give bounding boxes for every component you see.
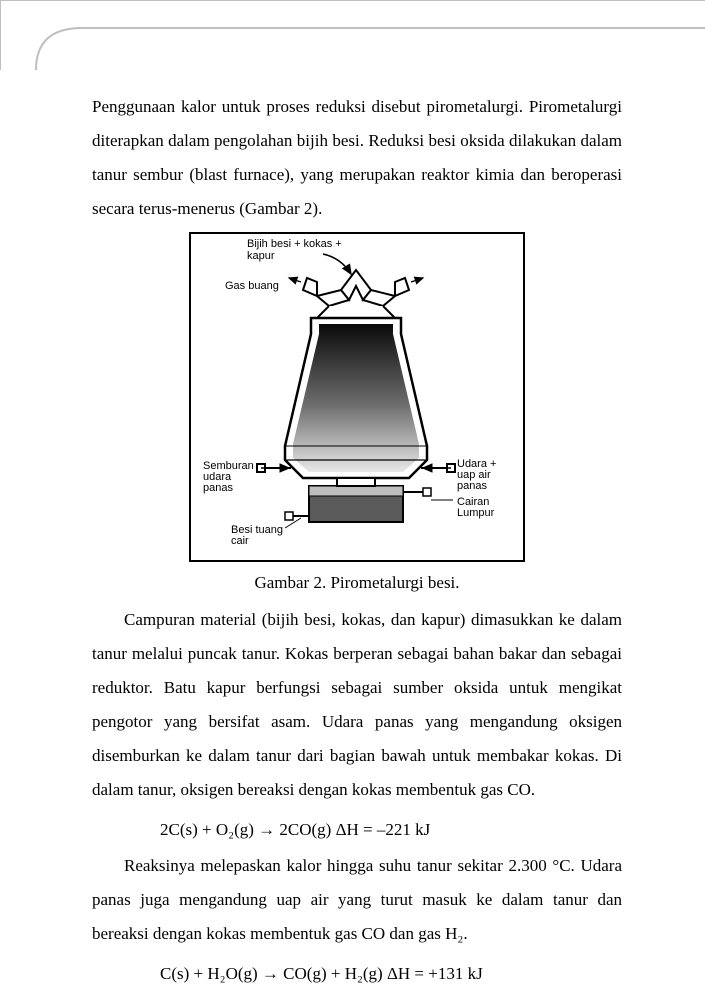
figure-wrap: Bijih besi + kokas + kapur Gas buang 100… — [92, 232, 622, 593]
paragraph-body: Campuran material (bijih besi, kokas, da… — [92, 603, 622, 807]
figure-box: Bijih besi + kokas + kapur Gas buang 100… — [189, 232, 525, 562]
content-column: Penggunaan kalor untuk proses reduksi di… — [92, 90, 622, 993]
equation-1: 2C(s) + O₂(g) → 2CO(g) ΔH = –221 kJ — [160, 813, 622, 847]
figure-caption: Gambar 2. Pirometalurgi besi. — [92, 573, 622, 593]
equation-2: C(s) + H₂O(g) → CO(g) + H₂(g) ΔH = +131 … — [160, 957, 622, 991]
furnace-diagram — [191, 234, 523, 558]
paragraph-reaction: Reaksinya melepaskan kalor hingga suhu t… — [92, 849, 622, 951]
paragraph-intro: Penggunaan kalor untuk proses reduksi di… — [92, 90, 622, 226]
page: Penggunaan kalor untuk proses reduksi di… — [0, 0, 705, 999]
page-corner-border — [0, 0, 705, 70]
